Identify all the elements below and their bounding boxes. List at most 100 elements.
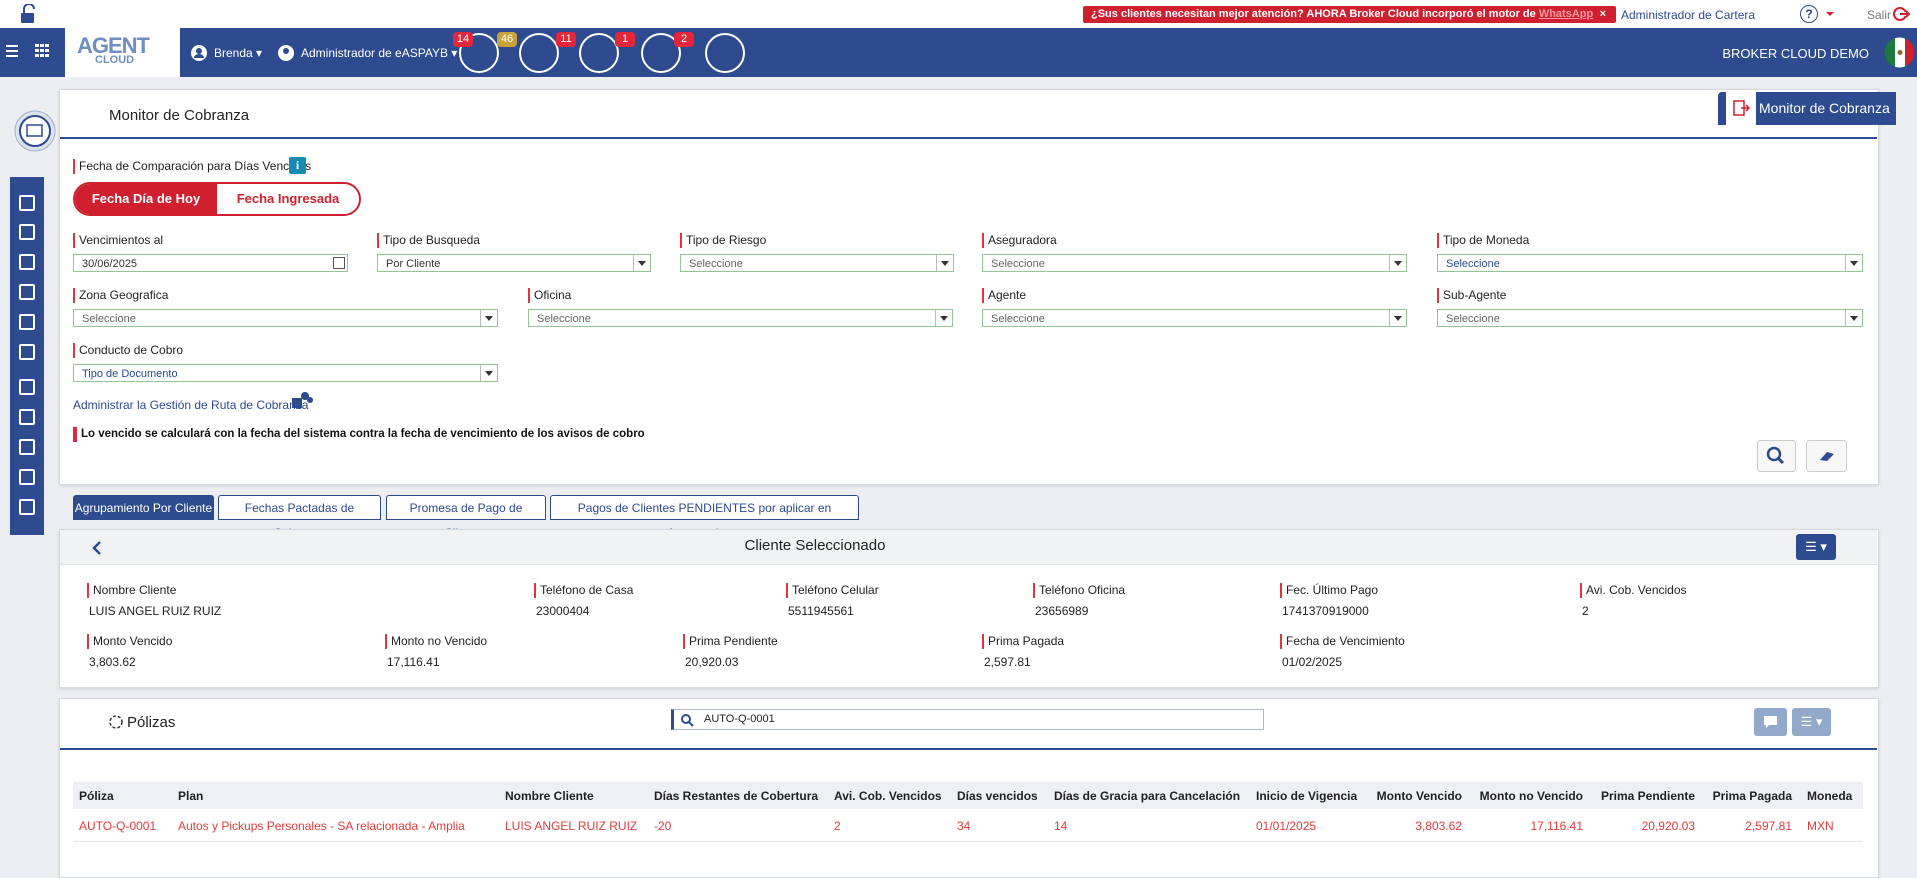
- nav-icon-button[interactable]: [641, 33, 681, 73]
- sidebar-icon[interactable]: [19, 379, 35, 395]
- select-input[interactable]: Por Cliente: [377, 254, 651, 272]
- profile-name: Administrador de eASPAYB: [301, 46, 448, 60]
- client-field-label: Prima Pendiente: [683, 634, 778, 649]
- nav-bar: AGENT CLOUD Brenda ▾ Administrador de eA…: [0, 28, 1917, 77]
- policy-search[interactable]: AUTO-Q-0001: [671, 709, 1264, 730]
- client-field-label: Teléfono de Casa: [534, 583, 633, 598]
- policies-menu-button[interactable]: ☰ ▾: [1792, 708, 1831, 736]
- sidebar-icon[interactable]: [19, 409, 35, 425]
- logout-link[interactable]: Salir: [1867, 8, 1892, 22]
- client-field-label: Fec. Último Pago: [1280, 583, 1378, 598]
- column-header[interactable]: Días vencidos: [957, 789, 1038, 803]
- sidebar-icon[interactable]: [19, 439, 35, 455]
- column-header[interactable]: Moneda: [1807, 789, 1853, 803]
- logo[interactable]: AGENT CLOUD: [65, 28, 180, 77]
- policies-underline: [60, 748, 1877, 750]
- select-input[interactable]: Seleccione: [1437, 309, 1863, 327]
- dropdown-caret: [1389, 310, 1406, 326]
- select-input[interactable]: Seleccione: [680, 254, 954, 272]
- toggle-option-active[interactable]: Fecha Día de Hoy: [75, 184, 217, 214]
- client-field-value: 20,920.03: [685, 655, 739, 669]
- tab[interactable]: Agrupamiento Por Cliente: [73, 495, 214, 520]
- sidebar-icon[interactable]: [19, 469, 35, 485]
- help-button[interactable]: ?: [1800, 5, 1818, 23]
- menu-button[interactable]: [6, 44, 20, 58]
- sidebar-icon[interactable]: [19, 344, 35, 360]
- user-icon: [191, 45, 207, 61]
- column-header[interactable]: Prima Pagada: [1712, 789, 1792, 803]
- select-input[interactable]: Tipo de Documento: [73, 364, 498, 382]
- table-cell: 01/01/2025: [1256, 819, 1317, 833]
- profile-icon: [278, 45, 294, 61]
- title-underline: [60, 137, 1877, 139]
- nav-icon-button[interactable]: [459, 33, 499, 73]
- table-row[interactable]: [73, 810, 1863, 842]
- column-header[interactable]: Días Restantes de Cobertura: [654, 789, 819, 803]
- select-input[interactable]: Seleccione: [982, 309, 1407, 327]
- column-header[interactable]: Plan: [178, 789, 204, 803]
- client-field-value: 23000404: [536, 604, 590, 618]
- client-field-value: 23656989: [1035, 604, 1089, 618]
- filter-label: Zona Geografica: [73, 288, 168, 303]
- module-icon: [1733, 100, 1750, 116]
- route-link[interactable]: Administrar la Gestión de Ruta de Cobran…: [73, 398, 309, 412]
- select-input[interactable]: Seleccione: [528, 309, 953, 327]
- banner-link[interactable]: WhatsApp: [1538, 8, 1594, 20]
- filter-label: Tipo de Busqueda: [377, 233, 480, 248]
- column-header[interactable]: Póliza: [79, 789, 114, 803]
- select-input[interactable]: Seleccione: [982, 254, 1407, 272]
- tab[interactable]: Pagos de Clientes PENDIENTES por aplicar…: [550, 495, 859, 540]
- module-tab[interactable]: Monitor de Cobranza: [1718, 92, 1896, 125]
- sidebar-icon[interactable]: [19, 254, 35, 270]
- role-label[interactable]: Administrador de Cartera: [1621, 8, 1756, 22]
- column-header[interactable]: Prima Pendiente: [1600, 789, 1695, 803]
- comment-button[interactable]: [1754, 708, 1787, 736]
- column-header[interactable]: Monto Vencido: [1376, 789, 1462, 803]
- client-field-value: LUIS ANGEL RUIZ RUIZ: [89, 604, 222, 618]
- user-menu[interactable]: Brenda ▾: [214, 46, 263, 60]
- sidebar-icon[interactable]: [19, 284, 35, 300]
- table-cell: LUIS ANGEL RUIZ RUIZ: [505, 819, 638, 833]
- table-header: [73, 782, 1863, 809]
- client-field-value: 5511945561: [788, 604, 854, 618]
- select-input[interactable]: Seleccione: [1437, 254, 1863, 272]
- back-button[interactable]: [90, 540, 104, 556]
- info-icon[interactable]: i: [289, 157, 306, 174]
- sidebar-icon[interactable]: [19, 314, 35, 330]
- apps-button[interactable]: [35, 44, 51, 58]
- profile-menu[interactable]: Administrador de eASPAYB ▾: [301, 46, 458, 60]
- lock-icon[interactable]: [18, 4, 40, 24]
- logout-icon[interactable]: [1892, 6, 1910, 22]
- clear-button[interactable]: [1806, 440, 1847, 472]
- country-flag[interactable]: [1884, 37, 1915, 68]
- sidebar-icon[interactable]: [19, 499, 35, 515]
- toggle-option[interactable]: Fecha Ingresada: [236, 191, 340, 206]
- filter-label: Oficina: [528, 288, 571, 303]
- table-cell: -20: [654, 819, 672, 833]
- search-button[interactable]: [1757, 440, 1796, 472]
- help-doc-button[interactable]: [14, 110, 56, 152]
- promo-banner[interactable]: ¿Sus clientes necesitan mejor atención? …: [1083, 6, 1616, 23]
- table-cell: 2: [834, 819, 841, 833]
- select-input[interactable]: Seleccione: [73, 309, 498, 327]
- client-menu-button[interactable]: ☰ ▾: [1796, 534, 1836, 560]
- nav-icon-button[interactable]: [519, 33, 559, 73]
- sidebar-icon[interactable]: [19, 195, 35, 211]
- nav-icon-button[interactable]: [705, 33, 745, 73]
- nav-icon-button[interactable]: [579, 33, 619, 73]
- date-input[interactable]: 30/06/2025: [73, 254, 348, 272]
- banner-close[interactable]: ×: [1599, 8, 1606, 20]
- column-header[interactable]: Avi. Cob. Vencidos: [834, 789, 942, 803]
- column-header[interactable]: Nombre Cliente: [505, 789, 594, 803]
- client-field-label: Avi. Cob. Vencidos: [1580, 583, 1687, 598]
- column-header[interactable]: Inicio de Vigencia: [1256, 789, 1358, 803]
- tab[interactable]: Promesa de Pago de Clientes: [386, 495, 546, 540]
- logo-subtext: CLOUD: [95, 54, 135, 66]
- sidebar-icon[interactable]: [19, 224, 35, 240]
- tab[interactable]: Fechas Pactadas de Cobranza: [218, 495, 381, 540]
- route-icon[interactable]: [290, 390, 314, 410]
- client-field-label: Teléfono Oficina: [1033, 583, 1125, 598]
- column-header[interactable]: Monto no Vencido: [1479, 789, 1583, 803]
- column-header[interactable]: Días de Gracia para Cancelación: [1054, 789, 1241, 803]
- logo-text: AGENT: [77, 33, 150, 58]
